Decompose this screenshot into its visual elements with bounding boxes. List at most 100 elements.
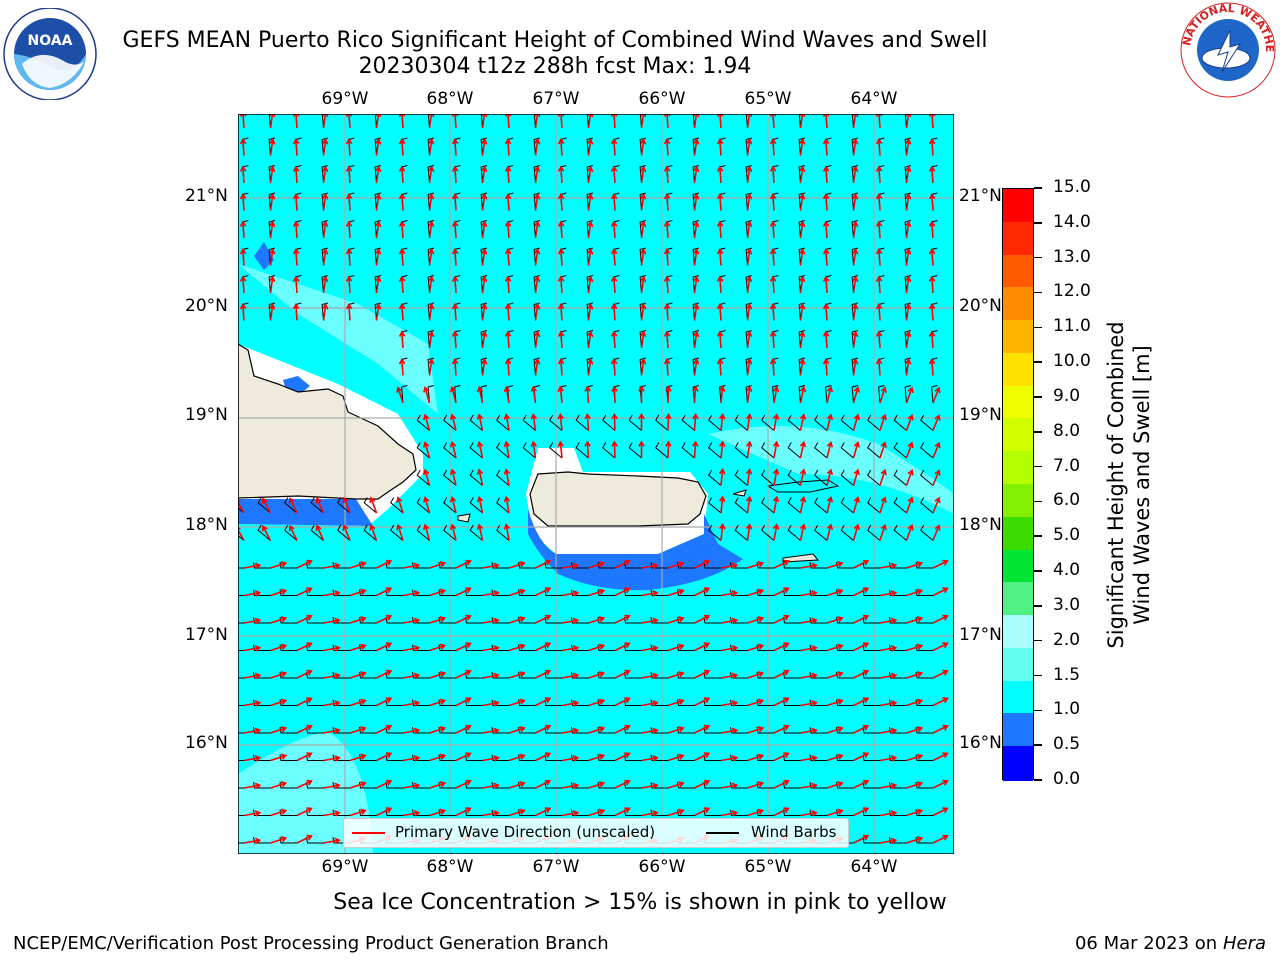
wave-direction-arrow bbox=[720, 782, 739, 790]
wind-barb bbox=[851, 385, 859, 404]
wave-direction-arrow bbox=[321, 138, 329, 156]
colorbar bbox=[1002, 188, 1034, 781]
wave-direction-arrow bbox=[773, 642, 790, 652]
wave-direction-arrow bbox=[879, 810, 898, 817]
wave-direction-arrow bbox=[557, 247, 565, 266]
wave-direction-arrow bbox=[906, 726, 924, 734]
wave-direction-arrow bbox=[402, 590, 421, 597]
wave-direction-arrow bbox=[692, 165, 700, 184]
wave-direction-arrow bbox=[879, 590, 898, 597]
wind-barb bbox=[337, 524, 351, 541]
shallow-wave-spot bbox=[254, 242, 274, 270]
land-mona-island bbox=[457, 513, 471, 523]
wave-direction-arrow bbox=[480, 165, 488, 184]
chart-subtitle: 20230304 t12z 288h fcst Max: 1.94 bbox=[358, 54, 752, 79]
wave-direction-arrow bbox=[826, 616, 844, 624]
wind-barb bbox=[586, 114, 589, 129]
wave-direction-arrow bbox=[879, 700, 898, 707]
wave-direction-arrow bbox=[296, 669, 313, 679]
wind-barb bbox=[650, 644, 668, 651]
wind-barb bbox=[522, 442, 536, 459]
wave-direction-arrow bbox=[904, 275, 912, 294]
wind-barb bbox=[729, 672, 748, 679]
wave-direction-arrow bbox=[638, 440, 645, 458]
wind-barb bbox=[867, 414, 881, 431]
wind-barb bbox=[570, 562, 589, 569]
wind-barb bbox=[252, 699, 271, 706]
wind-barb bbox=[491, 644, 509, 651]
wave-direction-arrow bbox=[720, 727, 739, 735]
colorbar-tick-label: 1.5 bbox=[1053, 664, 1081, 685]
wave-direction-arrow bbox=[716, 220, 724, 239]
wind-barb bbox=[814, 469, 828, 486]
wave-direction-arrow bbox=[243, 700, 262, 707]
wind-barb bbox=[332, 699, 350, 706]
wave-direction-arrow bbox=[345, 302, 353, 321]
wave-direction-legend-swatch bbox=[352, 832, 385, 834]
colorbar-label-line2: Wind Waves and Swell [m] bbox=[1130, 345, 1154, 625]
wind-barb bbox=[840, 442, 854, 459]
wave-direction-arrow bbox=[906, 698, 924, 707]
wave-direction-arrow bbox=[349, 753, 367, 762]
wave-direction-arrow bbox=[321, 220, 329, 239]
wind-barb bbox=[650, 782, 668, 789]
wave-direction-arrow bbox=[423, 468, 431, 486]
wave-direction-arrow bbox=[932, 414, 941, 431]
wave-direction-arrow bbox=[533, 220, 541, 239]
wave-direction-arrow bbox=[745, 220, 753, 239]
wave-direction-arrow bbox=[449, 468, 457, 486]
wind-barb bbox=[920, 497, 934, 514]
wave-direction-arrow bbox=[852, 413, 860, 431]
wave-direction-arrow bbox=[904, 248, 912, 266]
wave-direction-arrow bbox=[932, 642, 949, 652]
colorbar-segment bbox=[1003, 352, 1033, 388]
wave-direction-arrow bbox=[503, 385, 511, 404]
wind-barb bbox=[363, 497, 377, 514]
wind-barb bbox=[888, 809, 907, 816]
colorbar-segment bbox=[1003, 484, 1033, 519]
wave-direction-arrow bbox=[268, 138, 276, 156]
wave-direction-arrow bbox=[321, 165, 329, 184]
wind-barb bbox=[809, 727, 827, 734]
lat-label-right: 21°N bbox=[959, 186, 1002, 206]
colorbar-tick-mark bbox=[1034, 222, 1042, 224]
wave-direction-arrow bbox=[694, 614, 711, 624]
wind-barb bbox=[570, 782, 589, 789]
wave-direction-arrow bbox=[719, 523, 726, 541]
wave-direction-arrow bbox=[402, 562, 421, 570]
wave-direction-arrow bbox=[535, 669, 552, 679]
wave-direction-arrow bbox=[374, 165, 382, 184]
wave-direction-arrow bbox=[822, 357, 830, 376]
wave-direction-arrow bbox=[451, 247, 459, 266]
wave-direction-arrow bbox=[851, 358, 859, 376]
wave-direction-arrow bbox=[423, 523, 431, 541]
wind-barb bbox=[772, 385, 779, 404]
wind-barb bbox=[734, 497, 748, 514]
map-panel bbox=[238, 114, 954, 854]
wave-direction-arrow bbox=[451, 220, 459, 239]
wave-direction-arrow bbox=[663, 192, 671, 211]
wave-direction-arrow bbox=[904, 193, 912, 211]
colorbar-tick-mark bbox=[1034, 709, 1042, 712]
wave-direction-arrow bbox=[376, 587, 393, 597]
wave-direction-arrow bbox=[799, 468, 807, 486]
wind-barb bbox=[416, 497, 430, 514]
wave-direction-arrow bbox=[584, 440, 591, 459]
wave-direction-arrow bbox=[561, 782, 580, 790]
wind-barb bbox=[650, 754, 668, 761]
wind-barb bbox=[729, 699, 748, 706]
wave-direction-arrow bbox=[773, 724, 790, 734]
colorbar-tick-label: 14.0 bbox=[1053, 211, 1091, 232]
wave-direction-arrow bbox=[851, 165, 859, 184]
low-wave-area-west bbox=[238, 499, 373, 526]
footer-branch: NCEP/EMC/Verification Post Processing Pr… bbox=[13, 933, 609, 954]
wind-barb bbox=[443, 414, 457, 431]
wave-direction-arrow bbox=[533, 303, 541, 321]
wave-direction-arrow bbox=[292, 137, 300, 156]
wave-direction-arrow bbox=[639, 248, 647, 266]
wave-direction-arrow bbox=[321, 248, 329, 266]
land-hispaniola bbox=[238, 343, 417, 500]
wave-direction-arrow bbox=[905, 524, 914, 541]
wave-direction-arrow bbox=[243, 782, 262, 790]
wave-direction-arrow bbox=[822, 247, 830, 266]
